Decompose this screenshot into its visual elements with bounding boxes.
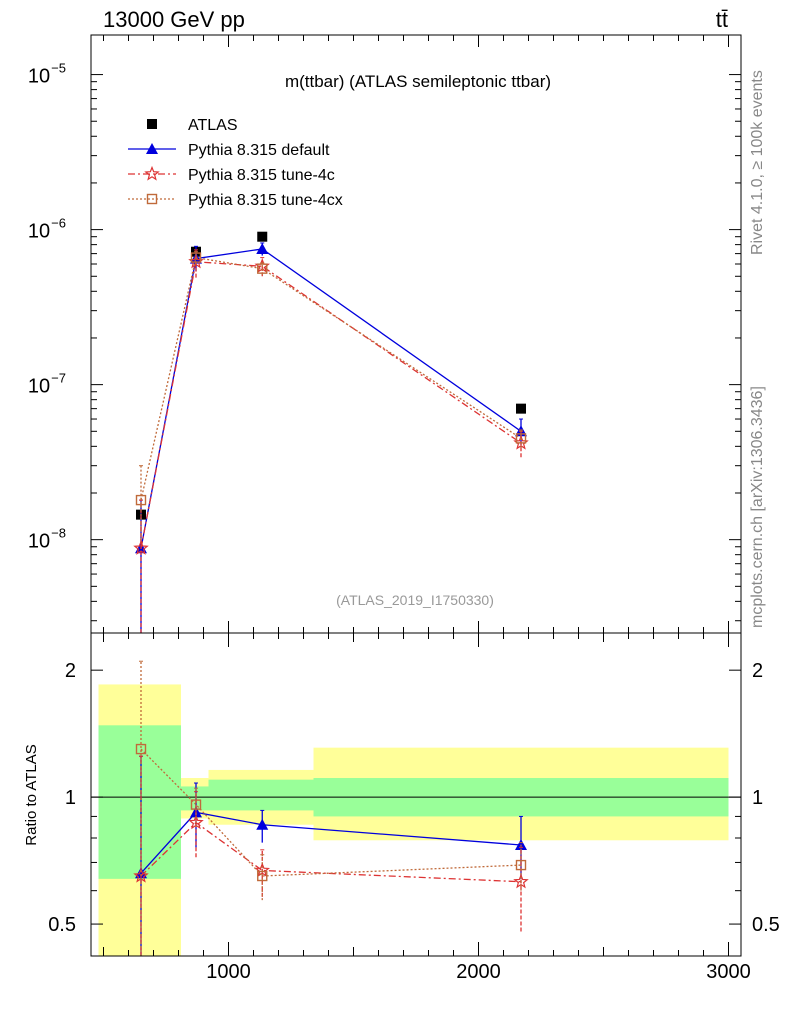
legend-label-default: Pythia 8.315 default	[188, 142, 330, 159]
main-y-tick-label: 10−7	[28, 371, 66, 398]
ratio-point-default	[135, 867, 147, 879]
plot-title: m(ttbar) (ATLAS semileptonic ttbar)	[285, 72, 551, 91]
main-series-default	[135, 242, 527, 633]
ratio-point-tune4cx	[515, 859, 527, 871]
source-label: mcplots.cern.ch [arXiv:1306.3436]	[749, 386, 766, 628]
legend-label-atlas: ATLAS	[188, 117, 238, 134]
rivet-label: Rivet 4.1.0, ≥ 100k events	[749, 70, 766, 255]
ratio-y-tick-label-right: 2	[752, 660, 763, 682]
main-point-tune4cx	[135, 494, 147, 506]
main-line-default	[140, 248, 522, 549]
main-point-tune4cx	[515, 433, 527, 444]
legend-marker-tune4cx	[146, 193, 158, 205]
ratio-line-tune4cx	[140, 748, 522, 877]
ratio-point-tune4cx	[257, 870, 268, 882]
ratio-point-tune4cx	[135, 743, 147, 755]
main-point-tune4c	[133, 540, 149, 555]
main-point-tune4cx	[257, 263, 268, 274]
main-point-tune4cx	[190, 252, 202, 263]
legend: ATLAS Pythia 8.315 default Pythia 8.315 tu…	[128, 117, 343, 209]
ratio-line-default	[140, 811, 522, 874]
ratio-y-tick-label: 2	[65, 660, 76, 682]
ratio-point-default	[515, 838, 527, 850]
process-label: tt̄	[716, 7, 728, 32]
main-point-default	[256, 242, 269, 254]
ratio-point-tune4c	[513, 873, 529, 889]
ratio-y-tick-label-right: 0.5	[752, 914, 780, 936]
energy-label: 13000 GeV pp	[103, 7, 245, 32]
uncertainty-band-inner	[208, 779, 314, 811]
ratio-y-tick-label: 0.5	[48, 914, 76, 936]
legend-label-tune4c: Pythia 8.315 tune-4c	[188, 167, 335, 184]
ratio-point-tune4cx	[190, 799, 202, 810]
main-point-atlas	[516, 403, 526, 414]
main-y-tick-label: 10−6	[28, 216, 66, 243]
main-series-tune4cx	[135, 251, 527, 540]
uncertainty-band-inner	[181, 786, 209, 811]
ratio-plot-frame	[90, 632, 742, 957]
legend-marker-tune4c	[144, 165, 160, 181]
main-series-atlas	[136, 231, 526, 520]
ratio-line-tune4c	[140, 821, 522, 883]
ratio-plot-panel: 1000 2000 3000 0.5 0.5 1 1 2 2 Ratio to ATLAS	[23, 632, 780, 983]
ratio-point-default	[256, 818, 269, 830]
ratio-y-tick-label: 1	[65, 787, 76, 809]
main-point-atlas	[257, 231, 268, 242]
main-y-tick-label: 10−8	[28, 526, 66, 553]
main-line-tune4c	[140, 261, 522, 549]
legend-marker-atlas	[147, 119, 157, 129]
ratio-x-tick-label: 1000	[206, 961, 251, 983]
ratio-series-tune4cx	[135, 660, 527, 956]
ratio-y-tick-label-right: 1	[752, 787, 763, 809]
main-plot-panel: 10−8 10−7 10−6 10−5 m(ttbar) (ATLAS semilep…	[28, 34, 742, 634]
main-y-tick-label: 10−5	[28, 61, 66, 88]
main-line-tune4cx	[140, 256, 522, 501]
legend-marker-default	[146, 143, 158, 154]
ratio-x-tick-label: 2000	[456, 961, 501, 983]
uncertainty-band-inner	[98, 725, 181, 879]
analysis-label: (ATLAS_2019_I1750330)	[336, 592, 494, 608]
ratio-point-tune4c	[254, 862, 271, 878]
main-series-tune4c	[133, 249, 529, 633]
legend-label-tune4cx: Pythia 8.315 tune-4cx	[188, 192, 343, 209]
ratio-x-tick-label: 3000	[706, 961, 751, 983]
ratio-y-axis-label: Ratio to ATLAS	[23, 744, 40, 845]
